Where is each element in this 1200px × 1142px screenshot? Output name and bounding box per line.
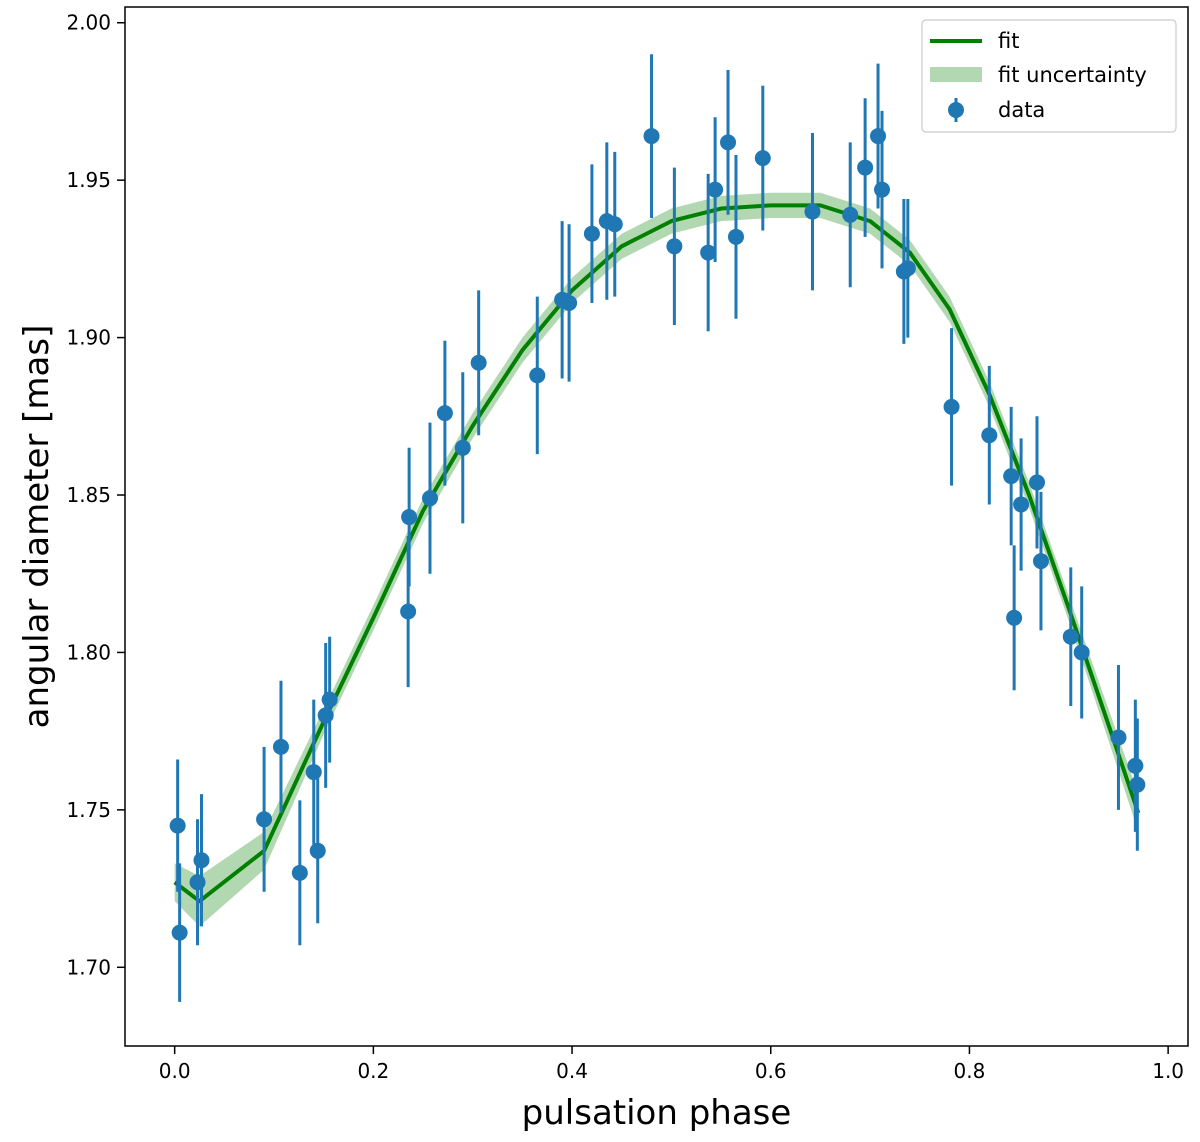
- y-tick-label: 1.75: [66, 798, 111, 822]
- fit-uncertainty-layer: [174, 192, 1139, 927]
- data-point: [321, 691, 338, 708]
- data-point: [1073, 644, 1090, 661]
- data-point: [1003, 468, 1020, 485]
- y-tick-label: 1.80: [66, 640, 111, 664]
- data-point: [305, 764, 322, 781]
- data-point: [1129, 776, 1146, 793]
- data-point: [1032, 553, 1049, 570]
- legend-fit-label: fit: [998, 29, 1019, 53]
- data-point: [606, 216, 623, 233]
- data-point: [870, 128, 887, 145]
- data-point: [193, 852, 210, 869]
- data-point: [169, 817, 186, 834]
- x-tick-label: 1.0: [1152, 1059, 1184, 1083]
- data-point: [1127, 757, 1144, 774]
- legend-data-label: data: [998, 98, 1045, 122]
- legend-band-label: fit uncertainty: [998, 63, 1147, 87]
- data-point: [291, 864, 308, 881]
- x-tick-label: 0.0: [159, 1059, 191, 1083]
- data-point: [454, 439, 471, 456]
- fit-uncertainty-band: [174, 192, 1139, 927]
- x-tick-label: 0.2: [357, 1059, 389, 1083]
- data-point: [317, 707, 334, 724]
- data-layer: [169, 54, 1146, 1002]
- data-point: [857, 159, 874, 176]
- data-point: [899, 260, 916, 277]
- legend-data-marker: [948, 102, 964, 118]
- data-point: [754, 150, 771, 167]
- data-point: [171, 924, 188, 941]
- y-tick-label: 1.90: [66, 326, 111, 350]
- data-point: [436, 405, 453, 422]
- data-point: [1013, 496, 1030, 513]
- data-point: [1062, 628, 1079, 645]
- data-point: [720, 134, 737, 151]
- data-point: [401, 509, 418, 526]
- data-point: [561, 294, 578, 311]
- data-point: [842, 206, 859, 223]
- legend-box: [921, 19, 1177, 133]
- y-tick-label: 1.95: [66, 168, 111, 192]
- data-point: [470, 354, 487, 371]
- data-point: [666, 238, 683, 255]
- x-tick-label: 0.6: [755, 1059, 787, 1083]
- data-point: [981, 427, 998, 444]
- data-point: [1028, 474, 1045, 491]
- data-point: [700, 244, 717, 261]
- data-point: [583, 225, 600, 242]
- y-axis-label: angular diameter [mas]: [17, 325, 57, 729]
- y-axis: 1.70 1.75 1.80 1.85 1.90 1.95 2.00: [66, 11, 125, 979]
- data-point: [804, 203, 821, 220]
- x-axis-label: pulsation phase: [522, 1093, 792, 1133]
- data-point: [272, 738, 289, 755]
- data-point: [400, 603, 417, 620]
- data-point: [707, 181, 724, 198]
- y-tick-label: 2.00: [66, 11, 111, 35]
- fit-layer: [173, 203, 1141, 904]
- data-point: [1110, 729, 1127, 746]
- fit-line: [173, 203, 1141, 904]
- data-point: [309, 842, 326, 859]
- legend: fit fit uncertainty data: [921, 19, 1177, 133]
- y-tick-label: 1.85: [66, 483, 111, 507]
- data-point: [643, 128, 660, 145]
- x-tick-label: 0.8: [954, 1059, 986, 1083]
- y-tick-label: 1.70: [66, 955, 111, 979]
- data-point: [1006, 609, 1023, 626]
- legend-band-swatch: [930, 67, 982, 82]
- data-point: [943, 398, 960, 415]
- plot-area-frame: [124, 6, 1189, 1047]
- data-point: [256, 811, 273, 828]
- data-point: [529, 367, 546, 384]
- data-point: [421, 490, 438, 507]
- data-point: [189, 874, 206, 891]
- x-tick-label: 0.4: [556, 1059, 588, 1083]
- x-axis: 0.0 0.2 0.4 0.6 0.8 1.0: [159, 1046, 1184, 1083]
- data-point: [874, 181, 891, 198]
- data-point: [727, 228, 744, 245]
